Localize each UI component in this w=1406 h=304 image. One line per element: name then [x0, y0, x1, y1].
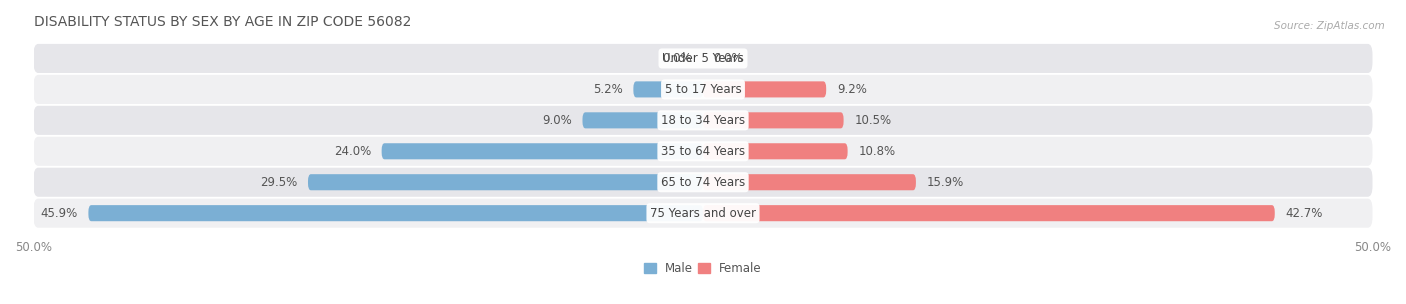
Text: Source: ZipAtlas.com: Source: ZipAtlas.com — [1274, 21, 1385, 31]
FancyBboxPatch shape — [34, 44, 1372, 73]
Text: 5 to 17 Years: 5 to 17 Years — [665, 83, 741, 96]
Text: 9.0%: 9.0% — [543, 114, 572, 127]
FancyBboxPatch shape — [308, 174, 703, 190]
Text: 65 to 74 Years: 65 to 74 Years — [661, 176, 745, 189]
Text: 45.9%: 45.9% — [41, 207, 77, 220]
FancyBboxPatch shape — [703, 143, 848, 159]
FancyBboxPatch shape — [34, 168, 1372, 197]
Text: 75 Years and over: 75 Years and over — [650, 207, 756, 220]
FancyBboxPatch shape — [34, 75, 1372, 104]
FancyBboxPatch shape — [703, 81, 827, 98]
Text: 0.0%: 0.0% — [714, 52, 744, 65]
Legend: Male, Female: Male, Female — [640, 257, 766, 280]
FancyBboxPatch shape — [34, 199, 1372, 228]
Text: Under 5 Years: Under 5 Years — [662, 52, 744, 65]
Text: DISABILITY STATUS BY SEX BY AGE IN ZIP CODE 56082: DISABILITY STATUS BY SEX BY AGE IN ZIP C… — [34, 15, 411, 29]
Text: 15.9%: 15.9% — [927, 176, 965, 189]
FancyBboxPatch shape — [703, 112, 844, 128]
Text: 42.7%: 42.7% — [1285, 207, 1323, 220]
Text: 10.8%: 10.8% — [858, 145, 896, 158]
FancyBboxPatch shape — [633, 81, 703, 98]
Text: 18 to 34 Years: 18 to 34 Years — [661, 114, 745, 127]
Text: 10.5%: 10.5% — [855, 114, 891, 127]
Text: 29.5%: 29.5% — [260, 176, 297, 189]
Text: 24.0%: 24.0% — [333, 145, 371, 158]
FancyBboxPatch shape — [34, 106, 1372, 135]
Text: 5.2%: 5.2% — [593, 83, 623, 96]
FancyBboxPatch shape — [89, 205, 703, 221]
FancyBboxPatch shape — [582, 112, 703, 128]
FancyBboxPatch shape — [703, 174, 915, 190]
FancyBboxPatch shape — [381, 143, 703, 159]
Text: 0.0%: 0.0% — [662, 52, 692, 65]
FancyBboxPatch shape — [703, 205, 1275, 221]
FancyBboxPatch shape — [34, 137, 1372, 166]
Text: 9.2%: 9.2% — [837, 83, 866, 96]
Text: 35 to 64 Years: 35 to 64 Years — [661, 145, 745, 158]
